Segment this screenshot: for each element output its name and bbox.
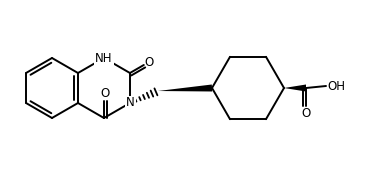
Text: O: O	[301, 107, 311, 120]
Text: O: O	[144, 56, 153, 69]
Text: OH: OH	[327, 80, 345, 93]
Text: NH: NH	[95, 51, 113, 64]
Polygon shape	[284, 85, 306, 91]
Text: O: O	[101, 87, 110, 100]
Text: N: N	[126, 96, 135, 109]
Polygon shape	[158, 85, 212, 91]
